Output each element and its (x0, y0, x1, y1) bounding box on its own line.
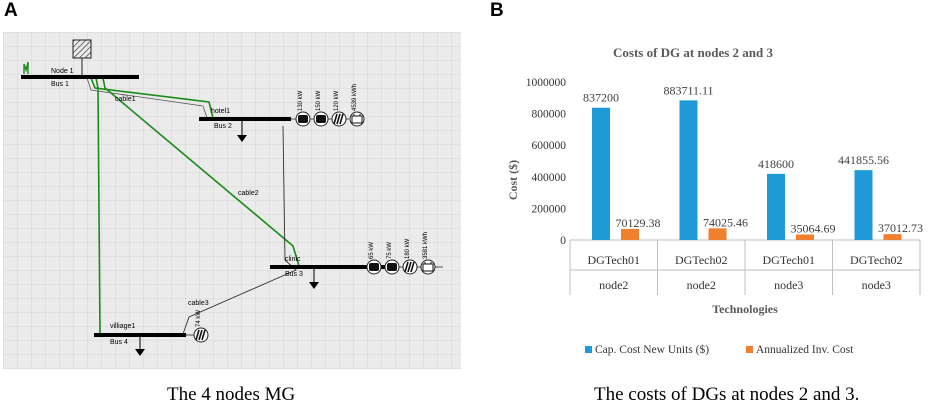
hotel-unit-label: 150 kW (316, 90, 322, 111)
bar-data-label: 441855.56 (838, 153, 889, 167)
cable3[interactable] (182, 125, 297, 335)
load-arrow-icon (237, 121, 247, 142)
cable1[interactable] (86, 77, 214, 119)
pv-panel-icon[interactable] (402, 259, 418, 275)
x-tick-node: node3 (862, 278, 891, 292)
bus-2[interactable] (199, 117, 291, 121)
battery-icon[interactable] (420, 259, 436, 275)
bus-name-node1: Node 1 (51, 68, 74, 75)
bus-1[interactable] (21, 75, 139, 79)
pv-panel-icon[interactable] (193, 327, 209, 343)
x-axis-label: Technologies (712, 302, 778, 316)
bar-annualized[interactable] (796, 234, 814, 240)
bus-label-1: Bus 1 (51, 81, 69, 88)
bus-4[interactable] (94, 333, 186, 337)
pv-panel-icon[interactable] (331, 111, 347, 127)
cable-node1-village[interactable] (95, 77, 101, 335)
bar-data-label: 70129.38 (616, 216, 661, 230)
y-tick-label: 200000 (532, 203, 567, 215)
bus-name-hotel1: hotel1 (211, 108, 231, 115)
hotel-unit-label: 120 kW (334, 90, 340, 111)
x-tick-tech: DGTech02 (675, 253, 727, 267)
cable-label-2: cable2 (238, 190, 259, 197)
clinic-unit-label: 75 kW (387, 241, 393, 259)
bar-annualized[interactable] (883, 234, 902, 240)
chart-title: Costs of DG at nodes 2 and 3 (613, 45, 773, 60)
bar-cap-cost[interactable] (767, 173, 785, 240)
bus-name-clinic: clinic (285, 256, 301, 263)
clinic-unit-label: 65 kW (369, 241, 375, 259)
caption-b: The costs of DGs at nodes 2 and 3. (594, 384, 860, 405)
bar-cap-cost[interactable] (854, 170, 873, 240)
y-tick-label: 0 (560, 235, 566, 247)
clinic-unit-label: 180 kW (405, 238, 411, 259)
bar-annualized[interactable] (621, 228, 639, 240)
hotel-unit-label: 130 kW (298, 90, 304, 111)
legend-swatch-annualized (746, 346, 753, 353)
microgrid-diagram (3, 32, 461, 369)
generator-icon[interactable] (366, 259, 382, 275)
battery-icon[interactable] (349, 111, 365, 127)
legend-swatch-cap-cost (585, 346, 592, 353)
bar-cap-cost[interactable] (679, 100, 698, 240)
bus-label-3: Bus 3 (285, 271, 303, 278)
generator-icon[interactable] (295, 111, 311, 127)
x-tick-tech: DGTech01 (763, 253, 815, 267)
y-tick-label: 600000 (532, 140, 567, 152)
hotel-unit-label: 4539 kWh (352, 83, 358, 111)
generator-icon[interactable] (384, 259, 400, 275)
legend-label-annualized: Annualized Inv. Cost (756, 344, 854, 356)
source-marker-icon (23, 61, 29, 74)
bus-name-village1: villiage1 (110, 323, 136, 330)
x-tick-tech: DGTech02 (850, 253, 902, 267)
bus-3[interactable] (270, 265, 390, 269)
x-tick-node: node2 (599, 278, 628, 292)
generator-icon[interactable] (313, 111, 329, 127)
bar-annualized[interactable] (708, 228, 727, 240)
cost-bar-chart: Costs of DG at nodes 2 and 3 Cost ($) 0 2… (506, 45, 923, 356)
y-tick-label: 400000 (532, 172, 567, 184)
load-arrow-icon (135, 337, 145, 356)
caption-a: The 4 nodes MG (167, 384, 296, 405)
y-tick-label: 1000000 (526, 77, 567, 89)
bar-data-label: 837200 (583, 91, 619, 105)
village-unit-label: 74 kW (196, 309, 202, 327)
bus-label-4: Bus 4 (110, 339, 128, 346)
clinic-unit-label: 3581 kWh (423, 231, 429, 259)
x-tick-node: node2 (687, 278, 716, 292)
x-tick-node: node3 (774, 278, 803, 292)
legend-label-cap-cost: Cap. Cost New Units ($) (595, 343, 709, 356)
bar-data-label: 418600 (758, 157, 794, 171)
y-axis-label: Cost ($) (506, 160, 520, 200)
cable-label-3: cable3 (188, 300, 209, 307)
y-tick-label: 800000 (532, 109, 567, 121)
bar-cap-cost[interactable] (592, 107, 610, 240)
panel-b-letter: B (490, 0, 504, 21)
legend: Cap. Cost New Units ($) Annualized Inv. … (585, 343, 854, 356)
bar-data-label: 37012.73 (878, 221, 923, 235)
load-arrow-icon (309, 269, 319, 289)
bar-data-label: 74025.46 (703, 215, 748, 229)
x-tick-tech: DGTech01 (588, 253, 640, 267)
bar-data-label: 35064.69 (791, 221, 836, 235)
bar-data-label: 883711.11 (663, 83, 713, 97)
panel-a-letter: A (4, 0, 18, 21)
bus-label-2: Bus 2 (214, 123, 232, 130)
cable2[interactable] (102, 77, 300, 267)
cable-label-1: cable1 (115, 96, 136, 103)
utility-grid-icon[interactable] (72, 39, 92, 76)
